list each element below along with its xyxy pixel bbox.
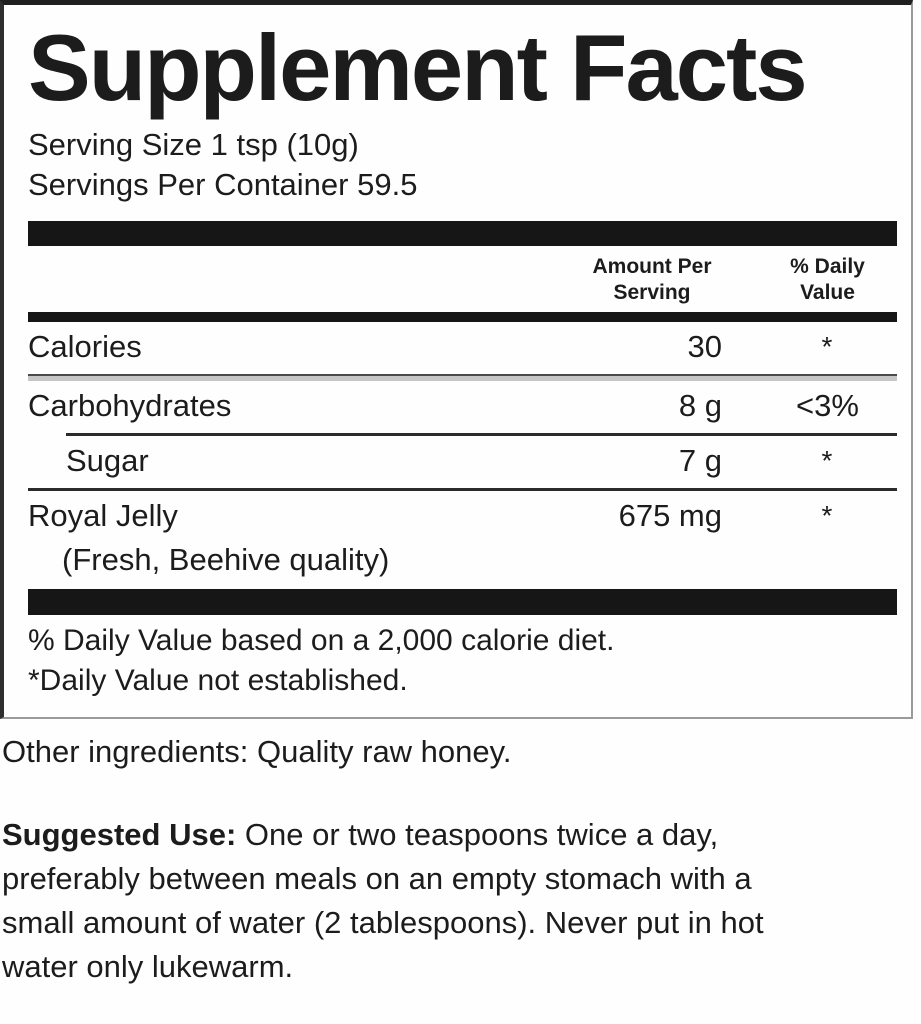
- suggested-use-line1-rest: One or two teaspoons twice a day,: [236, 817, 719, 852]
- table-header-row: Amount Per Serving % Daily Value: [28, 246, 897, 312]
- nutrient-name: Sugar: [66, 443, 149, 479]
- column-header-daily-value: % Daily Value: [722, 246, 897, 312]
- nutrient-subtext: (Fresh, Beehive quality): [62, 542, 390, 578]
- nutrient-amount: 30: [687, 329, 722, 365]
- table-row-royal-jelly: Royal Jelly (Fresh, Beehive quality) 675…: [28, 491, 897, 589]
- nutrient-name: Royal Jelly: [28, 498, 178, 534]
- column-header-amount: Amount Per Serving: [542, 246, 722, 312]
- thick-rule-bottom: [28, 589, 897, 616]
- supplement-facts-panel: Supplement Facts Serving Size 1 tsp (10g…: [0, 0, 913, 719]
- nutrient-daily-value: *: [821, 331, 834, 363]
- thick-rule-header: [28, 312, 897, 323]
- serving-size-text: Serving Size 1 tsp (10g): [28, 127, 359, 163]
- footnote-not-established: *Daily Value not established.: [28, 664, 408, 698]
- footnote-daily-value-basis: % Daily Value based on a 2,000 calorie d…: [28, 624, 615, 658]
- table-row-sugar: Sugar 7 g *: [28, 436, 897, 488]
- other-ingredients-text: Other ingredients: Quality raw honey.: [2, 734, 512, 769]
- page-title: Supplement Facts: [28, 15, 808, 120]
- row-divider-indented: [66, 433, 897, 437]
- nutrient-daily-value: <3%: [796, 388, 859, 424]
- nutrient-amount: 675 mg: [618, 498, 722, 534]
- nutrient-amount: 8 g: [678, 388, 722, 424]
- thick-rule-top: [28, 221, 897, 247]
- nutrient-daily-value: *: [821, 500, 834, 532]
- column-header-daily-value-label: % Daily Value: [790, 255, 865, 305]
- suggested-use-text: Suggested Use: One or two teaspoons twic…: [2, 813, 921, 989]
- serving-info: Serving Size 1 tsp (10g) Servings Per Co…: [28, 125, 895, 205]
- suggested-use-line: small amount of water (2 tablespoons). N…: [2, 905, 764, 940]
- suggested-use-line: Suggested Use: One or two teaspoons twic…: [2, 813, 921, 857]
- table-row-carbohydrates: Carbohydrates 8 g <3%: [28, 381, 897, 433]
- nutrient-amount: 7 g: [678, 443, 722, 479]
- nutrient-daily-value: *: [821, 445, 834, 477]
- suggested-use-label: Suggested Use:: [2, 817, 237, 852]
- column-header-amount-label: Amount Per Serving: [592, 255, 712, 305]
- servings-per-container-text: Servings Per Container 59.5: [28, 167, 418, 203]
- nutrient-name: Calories: [28, 329, 142, 365]
- nutrient-name: Carbohydrates: [28, 388, 232, 424]
- suggested-use-line: preferably between meals on an empty sto…: [2, 861, 752, 896]
- row-divider: [28, 374, 897, 382]
- table-row-calories: Calories 30 *: [28, 322, 897, 374]
- footnotes: % Daily Value based on a 2,000 calorie d…: [28, 621, 895, 701]
- nutrient-name-block: Royal Jelly (Fresh, Beehive quality): [28, 498, 542, 580]
- row-divider: [28, 488, 897, 492]
- suggested-use-line: water only lukewarm.: [2, 949, 294, 984]
